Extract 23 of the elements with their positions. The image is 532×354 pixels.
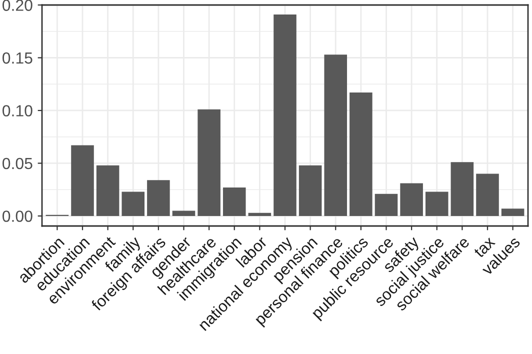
bar — [248, 212, 272, 216]
bar — [71, 145, 94, 216]
bar — [324, 54, 348, 216]
bar — [96, 165, 120, 216]
bar — [476, 174, 499, 216]
bar — [122, 192, 145, 216]
bar — [198, 109, 220, 216]
bar — [400, 183, 423, 216]
bar — [222, 187, 246, 216]
bar — [298, 165, 322, 216]
y-tick-label: 0.10 — [2, 105, 32, 116]
bar — [425, 192, 448, 216]
bar — [350, 92, 372, 216]
y-tick-label: 0.20 — [2, 0, 32, 11]
bar — [374, 194, 398, 216]
bar — [172, 210, 196, 216]
bar — [274, 14, 296, 216]
y-tick-label: 0.15 — [2, 52, 32, 64]
bar — [501, 208, 524, 216]
y-tick-label: 0.00 — [2, 210, 32, 222]
bar — [450, 162, 474, 216]
bar — [147, 180, 170, 216]
y-tick-label: 0.05 — [2, 158, 32, 170]
